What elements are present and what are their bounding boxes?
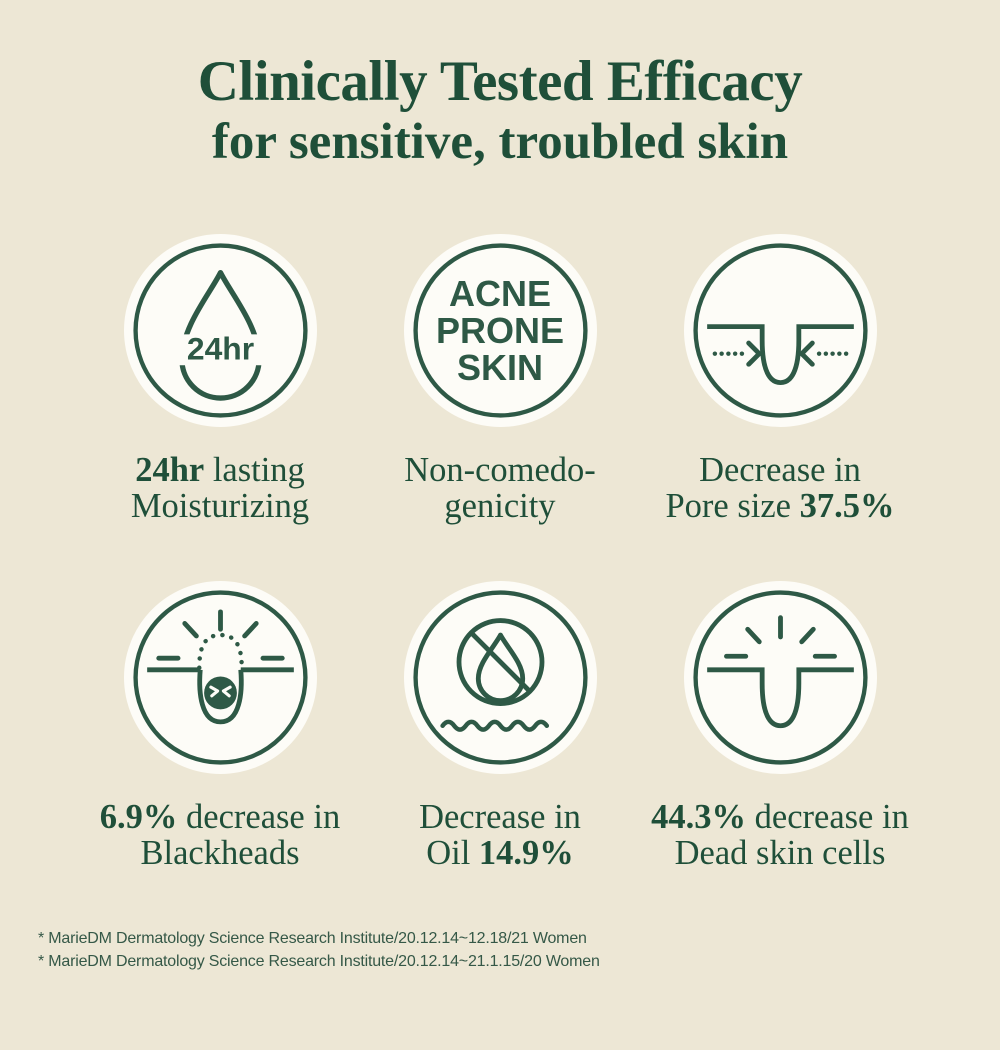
blackhead-dot	[203, 676, 237, 710]
caption-part: 6.9%	[99, 797, 178, 836]
blackhead-icon	[132, 590, 308, 765]
wave	[439, 719, 549, 732]
icon-circle	[403, 580, 597, 774]
caption-part: decrease in	[746, 797, 909, 836]
caption-part: 37.5%	[799, 486, 895, 525]
benefits-row-2: 6.9% decrease in Blackheads Decrease in …	[0, 580, 1000, 871]
caption-part: Oil	[426, 833, 479, 872]
footnote-line: * MarieDM Dermatology Science Research I…	[38, 952, 600, 970]
benefit-card-pore-size: Decrease in Pore size 37.5%	[640, 233, 920, 524]
caption-part: Non-comedo-	[404, 450, 596, 489]
dashed-dome	[196, 632, 244, 670]
caption-part: Dead skin cells	[674, 833, 886, 872]
caption-line: Blackheads	[80, 835, 360, 871]
caption-line: 24hr lasting	[80, 452, 360, 488]
inward-dots	[712, 351, 848, 356]
rays	[723, 615, 837, 659]
benefit-card-blackheads: 6.9% decrease in Blackheads	[80, 580, 360, 871]
caption-line: Oil 14.9%	[360, 835, 640, 871]
page-title: Clinically Tested Efficacy	[197, 50, 803, 113]
angry-eye-right	[221, 685, 232, 698]
label-mask	[177, 334, 263, 366]
prohibition-slash	[469, 631, 531, 693]
icon-circle	[123, 580, 317, 774]
benefit-card-moisturizing: 24hr 24hr lasting Moisturizing	[80, 233, 360, 524]
caption-line: Pore size 37.5%	[640, 488, 920, 524]
benefit-caption: Non-comedo- genicity	[360, 452, 640, 524]
caption-part: 24hr	[135, 450, 205, 489]
pore-tightening-icon	[692, 243, 868, 418]
caption-part: genicity	[444, 486, 556, 525]
benefit-card-dead-skin: 44.3% decrease in Dead skin cells	[640, 580, 920, 871]
icon-circle: 24hr	[123, 233, 317, 427]
footnote-line: * MarieDM Dermatology Science Research I…	[38, 929, 587, 947]
caption-part: 14.9%	[478, 833, 574, 872]
caption-part: Decrease in	[419, 797, 581, 836]
benefit-caption: 44.3% decrease in Dead skin cells	[640, 799, 920, 871]
caption-line: Moisturizing	[80, 488, 360, 524]
clean-pore-icon	[692, 590, 868, 765]
caption-part: lasting	[204, 450, 305, 489]
product-efficacy-infographic: { "title": "Clinically Tested Efficacy",…	[0, 50, 1000, 1050]
benefit-caption: 24hr lasting Moisturizing	[80, 452, 360, 524]
footnotes: * MarieDM Dermatology Science Research I…	[38, 927, 1000, 973]
caption-line: Decrease in	[640, 452, 920, 488]
acne-prone-skin-badge-icon	[412, 243, 588, 418]
acne-prone-skin-label: ACNE PRONE SKIN	[435, 272, 565, 388]
benefit-card-oil: Decrease in Oil 14.9%	[360, 580, 640, 871]
arrow-left-icon	[798, 340, 815, 367]
benefit-caption: Decrease in Pore size 37.5%	[640, 452, 920, 524]
caption-line: Dead skin cells	[640, 835, 920, 871]
rays	[155, 609, 285, 661]
page-subtitle: for sensitive, troubled skin	[211, 113, 789, 170]
caption-line: Decrease in	[360, 799, 640, 835]
droplet-label: 24hr	[186, 330, 253, 366]
caption-line: genicity	[360, 488, 640, 524]
benefit-caption: Decrease in Oil 14.9%	[360, 799, 640, 871]
caption-line: 6.9% decrease in	[80, 799, 360, 835]
droplet-24hr-icon: 24hr	[132, 243, 308, 418]
caption-part: Decrease in	[699, 450, 861, 489]
benefits-row-1: 24hr 24hr lasting Moisturizing ACNE PRON…	[0, 233, 1000, 524]
oil-droplet	[475, 632, 525, 703]
benefit-caption: 6.9% decrease in Blackheads	[80, 799, 360, 871]
caption-part: Pore size	[665, 486, 800, 525]
caption-line: Non-comedo-	[360, 452, 640, 488]
no-oil-icon	[412, 590, 588, 765]
icon-circle	[683, 233, 877, 427]
caption-line: 44.3% decrease in	[640, 799, 920, 835]
caption-part: decrease in	[177, 797, 341, 836]
prohibition-circle	[456, 617, 544, 706]
angry-eye-left	[208, 685, 219, 698]
arrow-right-icon	[745, 340, 762, 367]
benefit-card-non-comedogenic: ACNE PRONE SKIN Non-comedo- genicity	[360, 233, 640, 524]
caption-part: Moisturizing	[130, 486, 310, 525]
icon-circle: ACNE PRONE SKIN	[403, 233, 597, 427]
icon-circle	[683, 580, 877, 774]
caption-part: Blackheads	[140, 833, 300, 872]
caption-part: 44.3%	[651, 797, 747, 836]
